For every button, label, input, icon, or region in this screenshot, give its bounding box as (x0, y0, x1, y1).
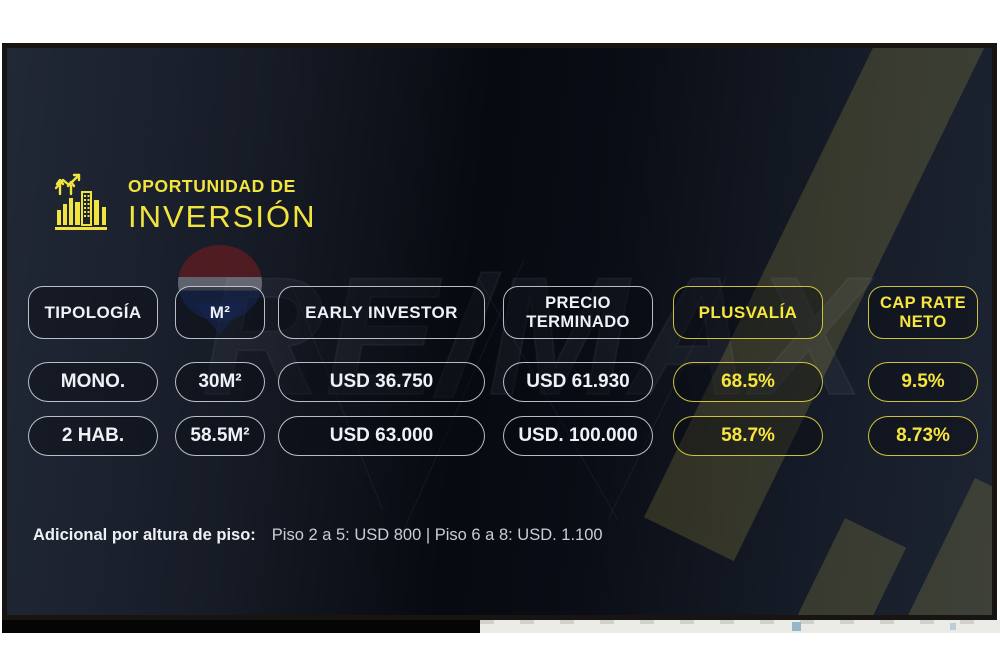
table-cell-early-row2: USD 63.000 (278, 416, 485, 456)
header-cap-rate-neto: CAP RATE NETO (868, 286, 978, 339)
sliver-texture (480, 620, 1000, 624)
table-cell-m2-row1: 30M² (175, 362, 265, 402)
table-cell-caprate-row2: 8.73% (868, 416, 978, 456)
header-plusvalia: PLUSVALÍA (673, 286, 823, 339)
balloon-orb (178, 245, 262, 321)
table-cell-tipologia-row2: 2 HAB. (28, 416, 158, 456)
balloon-tip (194, 303, 246, 335)
bottom-page-sliver (480, 620, 1000, 633)
sliver-speck (950, 623, 956, 630)
logo-text: OPORTUNIDAD DE INVERSIÓN (128, 176, 317, 235)
header-early-investor: EARLY INVESTOR (278, 286, 485, 339)
header-m2: M² (175, 286, 265, 339)
table-cell-precio-row2: USD. 100.000 (503, 416, 653, 456)
logo-line2: INVERSIÓN (128, 199, 317, 234)
table-cell-early-row1: USD 36.750 (278, 362, 485, 402)
floor-surcharge-text: Piso 2 a 5: USD 800 | Piso 6 a 8: USD. 1… (271, 526, 603, 544)
bottom-dark-strip (2, 620, 480, 633)
logo-line1: OPORTUNIDAD DE (128, 176, 296, 196)
remax-watermark: RE/MAX (201, 241, 868, 431)
table-cell-tipologia-row1: MONO. (28, 362, 158, 402)
table-cell-plusvalia-row2: 58.7% (673, 416, 823, 456)
table-cell-plusvalia-row1: 68.5% (673, 362, 823, 402)
floor-surcharge-note: Adicional por altura de piso: Piso 2 a 5… (33, 526, 603, 545)
header-tipologia: TIPOLOGÍA (28, 286, 158, 339)
header-precio-terminado: PRECIO TERMINADO (503, 286, 653, 339)
investment-presentation-slide: RE/MAX (2, 43, 997, 620)
table-cell-caprate-row1: 9.5% (868, 362, 978, 402)
sliver-speck (792, 622, 801, 631)
remax-balloon-icon (178, 245, 262, 337)
growth-chart-buildings-icon (52, 172, 114, 239)
table-cell-m2-row2: 58.5M² (175, 416, 265, 456)
table-cell-precio-row1: USD 61.930 (503, 362, 653, 402)
investment-logo: OPORTUNIDAD DE INVERSIÓN (52, 172, 317, 239)
floor-surcharge-label: Adicional por altura de piso: (33, 526, 256, 544)
